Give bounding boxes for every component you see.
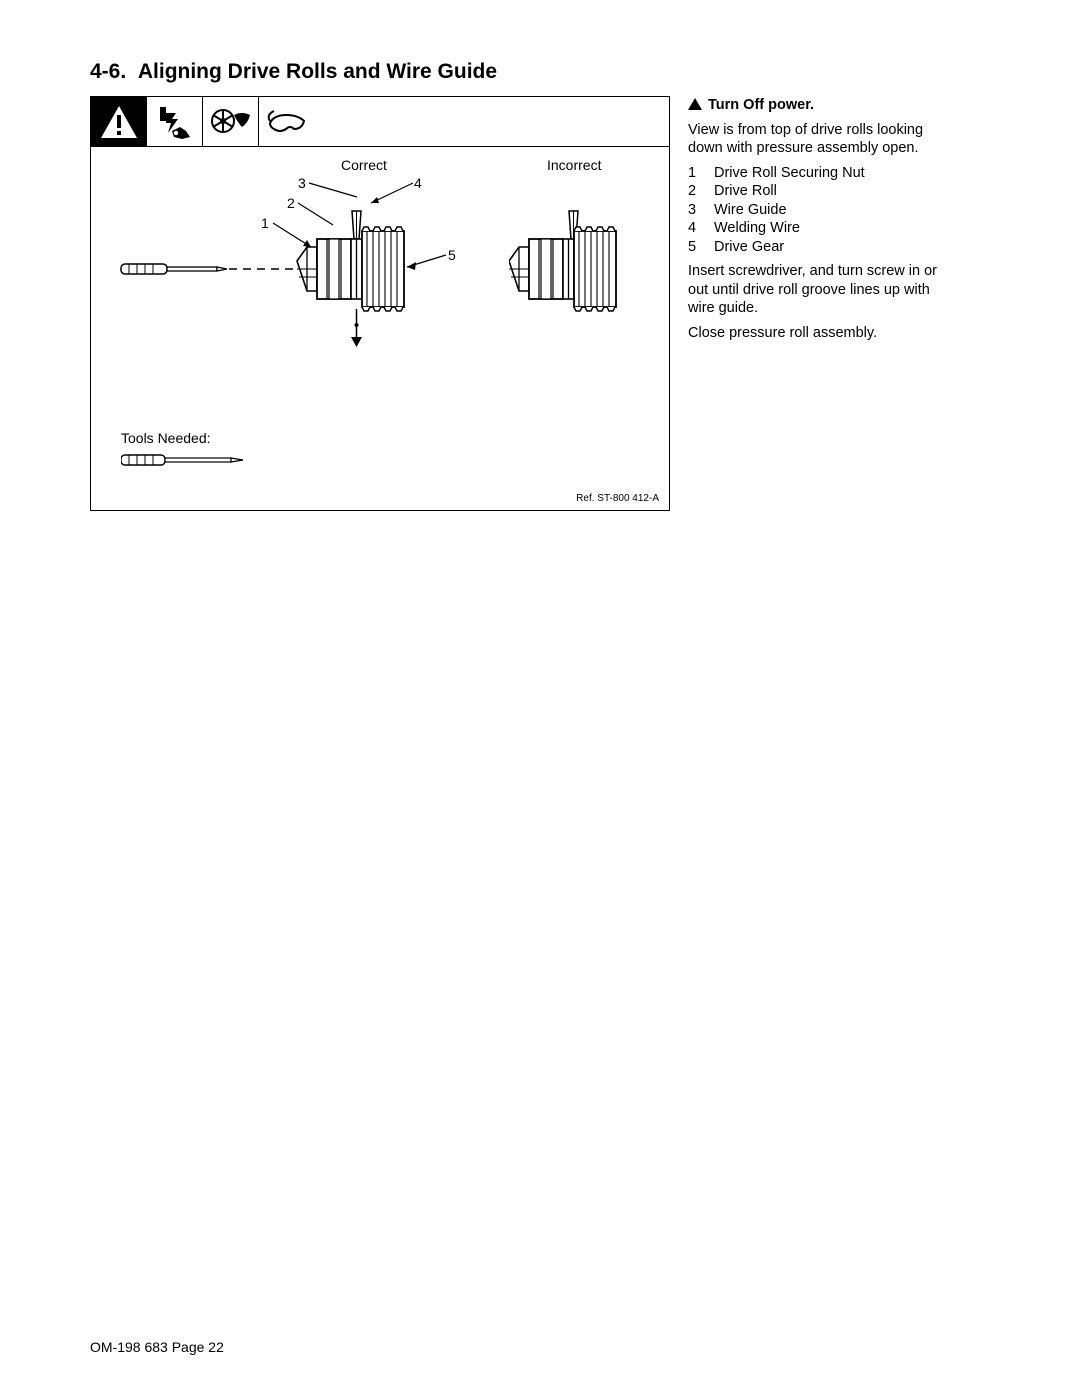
- warning-icon-shock: [147, 97, 203, 146]
- figure-box: Correct Incorrect 3 4 2 1 5: [90, 96, 670, 511]
- warning-strip: [91, 97, 669, 147]
- warning-icon-pinch: [203, 97, 259, 146]
- tools-needed-label: Tools Needed:: [121, 430, 211, 446]
- list-item: 5Drive Gear: [688, 238, 958, 257]
- view-text: View is from top of drive rolls looking …: [688, 121, 958, 158]
- part-num: 4: [688, 219, 714, 238]
- part-num: 5: [688, 238, 714, 257]
- warning-icon-triangle: [91, 97, 147, 146]
- reference-label: Ref. ST-800 412-A: [576, 493, 659, 504]
- label-incorrect: Incorrect: [547, 157, 601, 173]
- section-number: 4-6.: [90, 60, 126, 83]
- step-2: Close pressure roll assembly.: [688, 324, 958, 343]
- part-name: Drive Roll: [714, 182, 777, 201]
- parts-list: 1Drive Roll Securing Nut 2Drive Roll 3Wi…: [688, 164, 958, 257]
- page-footer: OM-198 683 Page 22: [90, 1339, 224, 1355]
- list-item: 4Welding Wire: [688, 219, 958, 238]
- part-num: 1: [688, 164, 714, 183]
- part-name: Drive Gear: [714, 238, 784, 257]
- list-item: 2Drive Roll: [688, 182, 958, 201]
- diagram-area: Correct Incorrect 3 4 2 1 5: [91, 147, 669, 512]
- tool-screwdriver-icon: [121, 452, 251, 468]
- section-title: 4-6. Aligning Drive Rolls and Wire Guide: [90, 60, 990, 84]
- section-title-text: Aligning Drive Rolls and Wire Guide: [138, 60, 497, 83]
- part-name: Drive Roll Securing Nut: [714, 164, 865, 183]
- warning-triangle-icon: [688, 98, 702, 110]
- part-name: Welding Wire: [714, 219, 800, 238]
- step-1: Insert screwdriver, and turn screw in or…: [688, 262, 958, 318]
- assembly-incorrect-svg: [509, 191, 669, 351]
- warning-line: Turn Off power.: [688, 96, 958, 115]
- part-num: 3: [688, 201, 714, 220]
- list-item: 1Drive Roll Securing Nut: [688, 164, 958, 183]
- part-num: 2: [688, 182, 714, 201]
- assembly-correct-svg: [101, 167, 461, 387]
- part-name: Wire Guide: [714, 201, 787, 220]
- list-item: 3Wire Guide: [688, 201, 958, 220]
- content-row: Correct Incorrect 3 4 2 1 5: [90, 96, 990, 511]
- warning-text: Turn Off power.: [708, 97, 814, 113]
- warning-icon-goggles: [259, 97, 315, 146]
- instructions-column: Turn Off power. View is from top of driv…: [688, 96, 958, 349]
